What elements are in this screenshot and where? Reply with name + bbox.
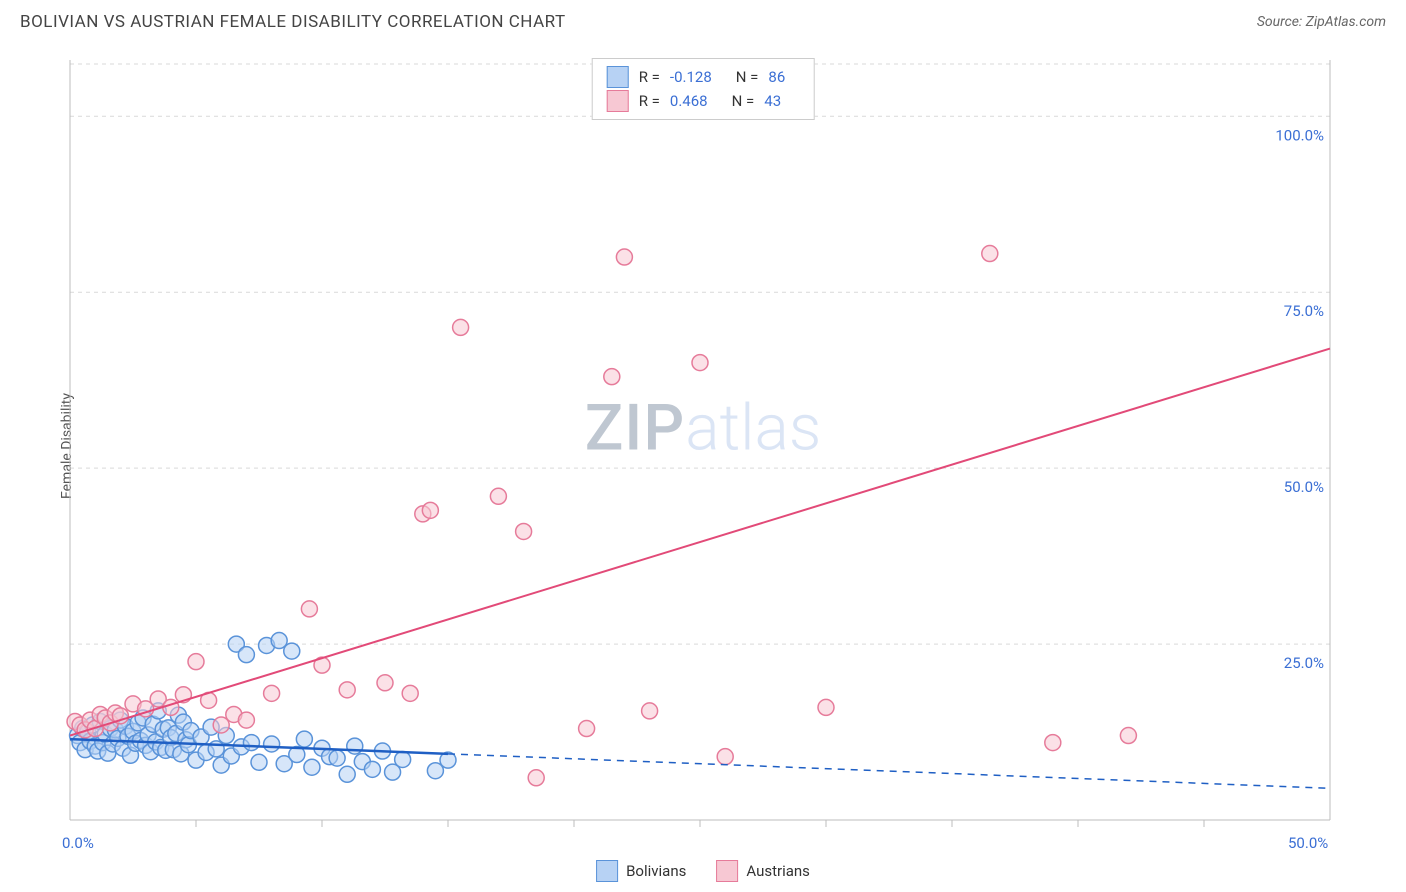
svg-text:100.0%: 100.0%: [1275, 126, 1324, 144]
swatch-austrians: [607, 90, 629, 112]
svg-text:50.0%: 50.0%: [1284, 478, 1324, 496]
r-value-austrians: 0.468: [670, 89, 708, 113]
n-value-austrians: 43: [764, 89, 781, 113]
stats-row-austrians: R = 0.468 N = 43: [607, 89, 800, 113]
legend-item-bolivians: Bolivians: [596, 860, 686, 882]
stats-row-bolivians: R = -0.128 N = 86: [607, 65, 800, 89]
legend-item-austrians: Austrians: [716, 860, 810, 882]
svg-text:25.0%: 25.0%: [1284, 654, 1324, 672]
legend-swatch-austrians: [716, 860, 738, 882]
legend-label-bolivians: Bolivians: [626, 862, 686, 880]
r-value-bolivians: -0.128: [670, 65, 712, 89]
scatter-chart: 25.0% 50.0% 75.0% 100.0%: [50, 50, 1350, 840]
source-attribution: Source: ZipAtlas.com: [1257, 14, 1386, 30]
bottom-legend: Bolivians Austrians: [596, 860, 810, 882]
x-axis-max-label: 50.0%: [1288, 834, 1328, 852]
n-value-bolivians: 86: [768, 65, 785, 89]
chart-title: BOLIVIAN VS AUSTRIAN FEMALE DISABILITY C…: [20, 12, 566, 32]
legend-swatch-bolivians: [596, 860, 618, 882]
chart-container: 25.0% 50.0% 75.0% 100.0%: [50, 50, 1386, 842]
svg-text:75.0%: 75.0%: [1284, 302, 1324, 320]
x-axis-min-label: 0.0%: [62, 834, 94, 852]
correlation-stats-box: R = -0.128 N = 86 R = 0.468 N = 43: [592, 58, 815, 120]
legend-label-austrians: Austrians: [746, 862, 810, 880]
swatch-bolivians: [607, 66, 629, 88]
